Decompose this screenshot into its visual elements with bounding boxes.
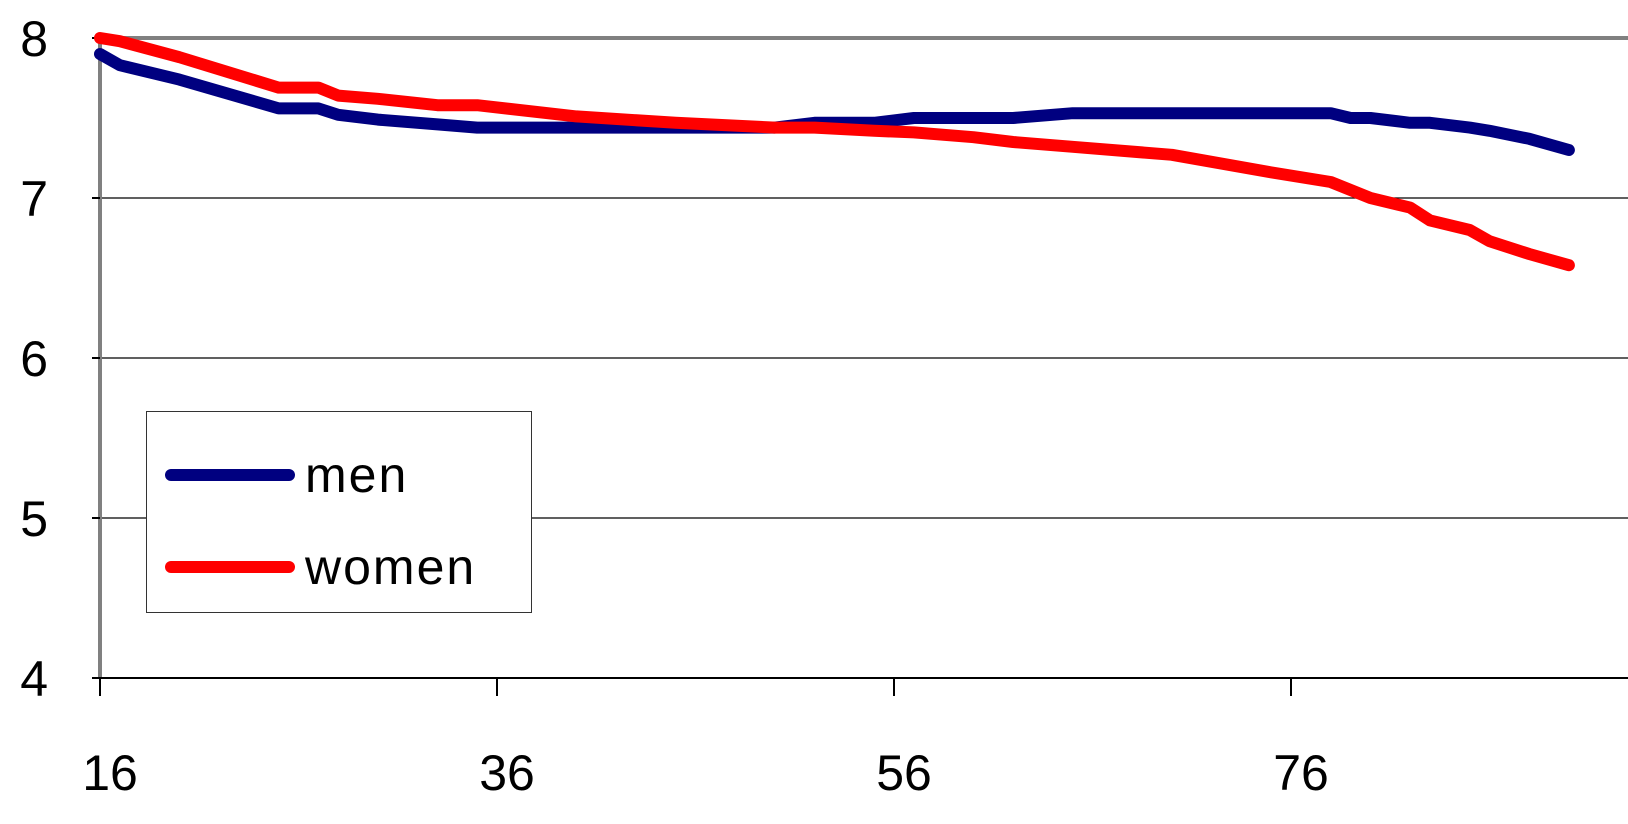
series-lines (94, 32, 1575, 272)
series-line-men (94, 48, 1575, 156)
x-axis-ticks: 16 36 56 76 (82, 678, 1329, 801)
legend-label-women: women (305, 539, 477, 595)
legend-swatch-women (165, 561, 295, 573)
y-tick-label-8: 8 (20, 11, 48, 67)
legend-label-men: men (305, 447, 409, 503)
legend: men women (146, 411, 532, 613)
y-tick-label-7: 7 (20, 171, 48, 227)
legend-item-men: men (165, 445, 408, 505)
legend-item-women: women (165, 537, 476, 597)
x-tick-label-76: 76 (1273, 745, 1329, 801)
gridlines (100, 36, 1628, 519)
x-tick-label-36: 36 (479, 745, 535, 801)
series-line-women (94, 32, 1575, 272)
y-tick-label-4: 4 (20, 651, 48, 707)
legend-swatch-men (165, 469, 295, 481)
y-axis-ticks: 4 5 6 7 8 (20, 11, 100, 707)
y-tick-label-5: 5 (20, 491, 48, 547)
x-tick-label-16: 16 (82, 745, 138, 801)
x-tick-label-56: 56 (876, 745, 932, 801)
y-tick-label-6: 6 (20, 331, 48, 387)
